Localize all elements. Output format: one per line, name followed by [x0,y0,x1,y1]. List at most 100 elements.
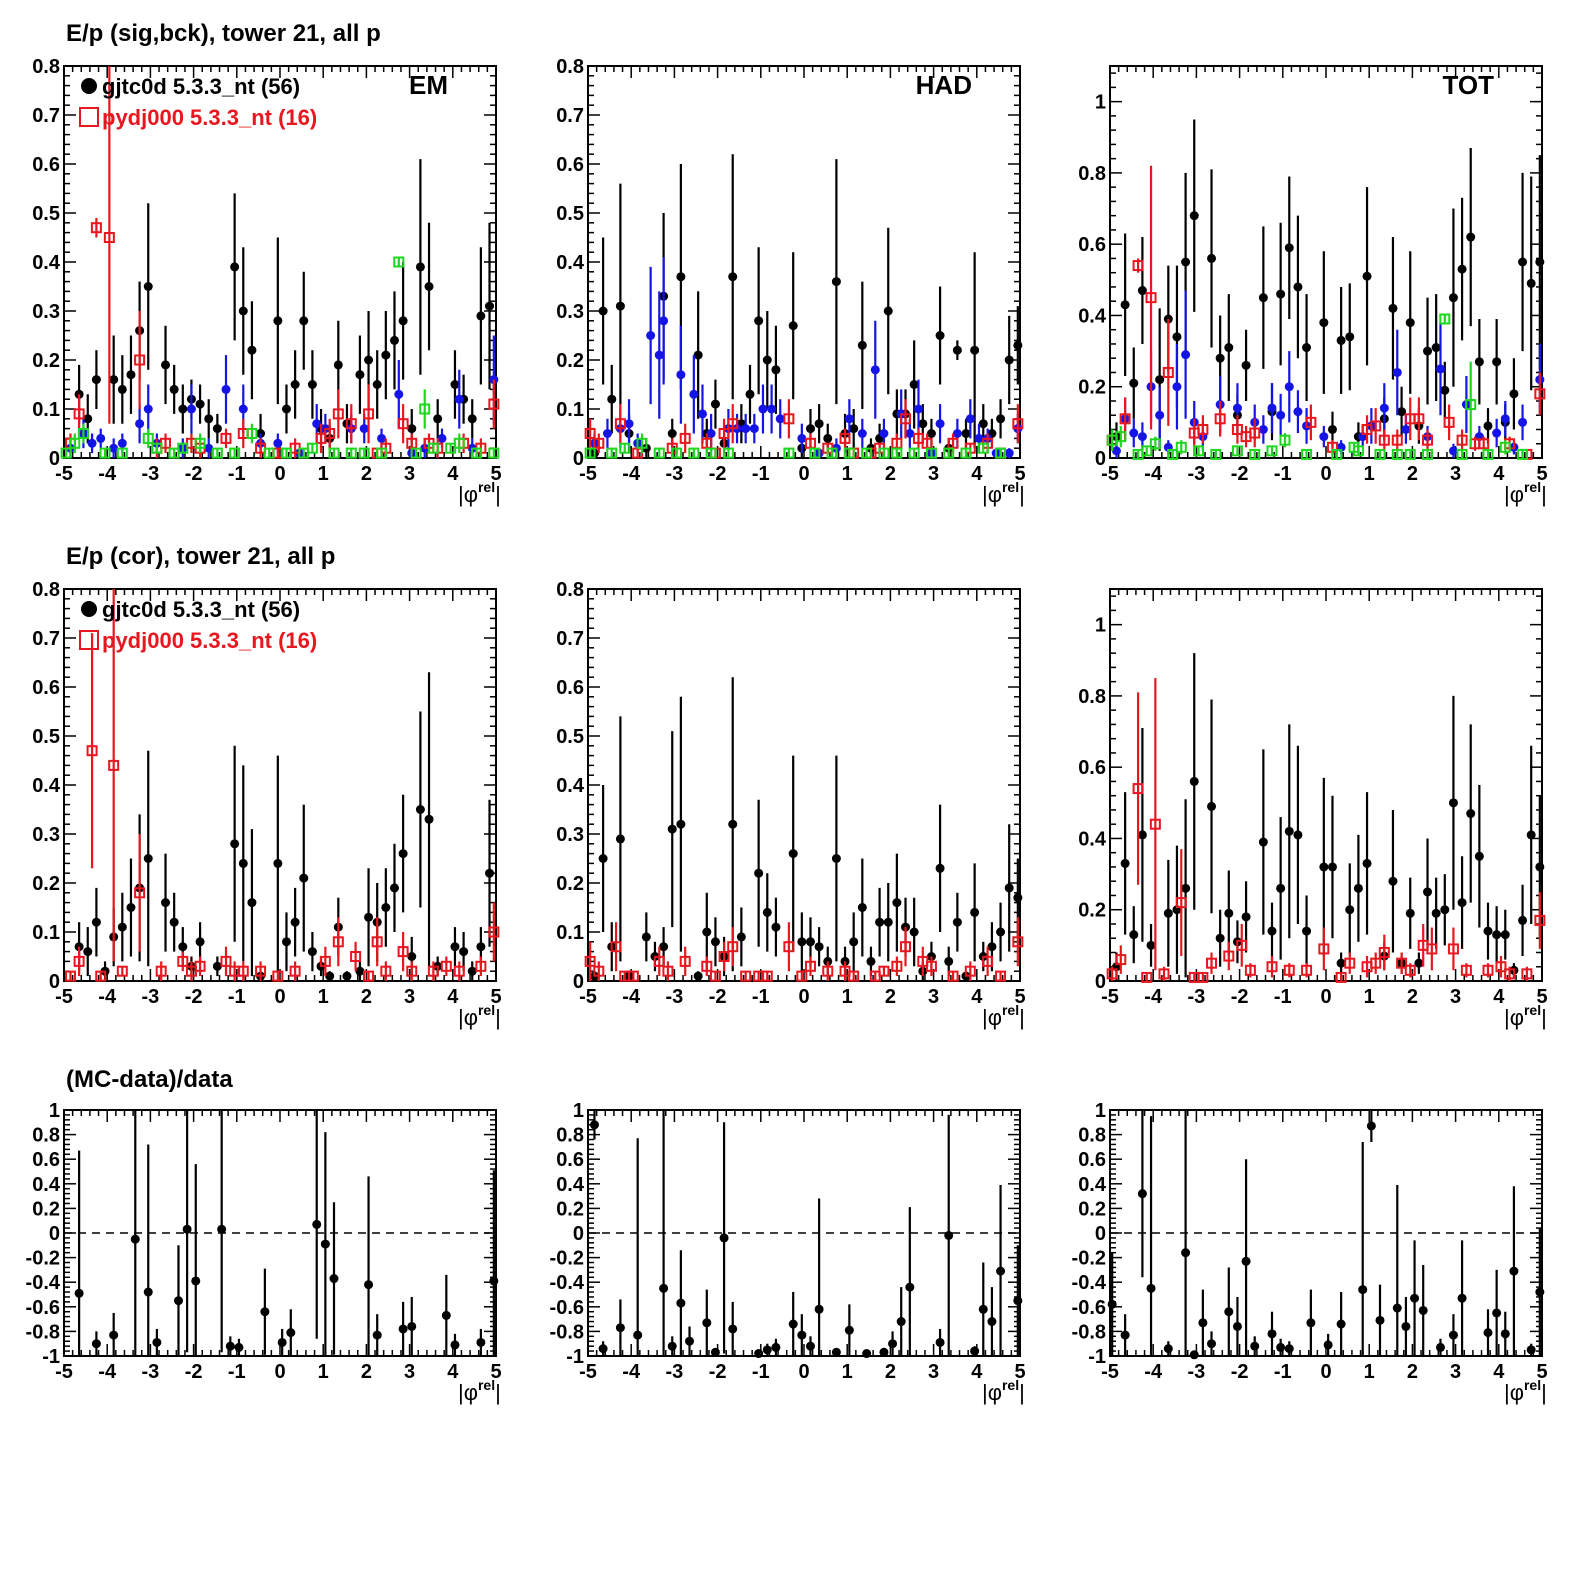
x-tick-label: -1 [228,463,246,485]
y-tick-label: 0.5 [556,203,584,225]
data-point [952,345,962,355]
x-tick-label: 2 [361,1361,372,1383]
y-tick-label: 0.4 [1078,828,1107,850]
x-tick-label: 2 [885,463,896,485]
data-point [1302,926,1312,936]
data-point [624,419,634,429]
data-point [1141,445,1153,457]
data-point [1258,837,1268,847]
data-point [467,414,477,424]
data-point [290,380,300,389]
y-tick-label: -0.6 [1072,1297,1106,1319]
data-point [662,965,674,977]
data-point [1336,335,1346,345]
x-tick-label: -3 [142,986,160,1008]
data-point [1375,1315,1385,1325]
data-point [364,912,374,922]
x-tick-label: -4 [1144,463,1163,485]
data-point [433,414,443,424]
data-point [1414,958,1424,968]
y-tick-label: 0.6 [32,677,60,699]
data-point [398,316,408,326]
data-point [182,1224,192,1234]
data-point [1492,428,1502,438]
data-point [194,437,206,449]
data-point [73,955,85,967]
data-point [1189,211,1199,221]
data-point [978,419,988,429]
data-point [1013,1296,1023,1306]
data-point [964,965,976,977]
data-point [407,424,417,434]
data-point [485,301,495,311]
y-tick-label: 0.8 [556,56,584,78]
data-point [749,424,759,434]
data-point [221,384,231,394]
data-point [230,839,240,849]
data-point [1236,939,1248,951]
x-tick-label: -3 [1188,986,1206,1008]
data-point [1423,887,1433,897]
row-title-cor: E/p (cor), tower 21, all p [66,543,336,570]
x-tick-label: -3 [1188,1361,1206,1383]
series-0 [1111,119,1545,451]
data-point [728,272,738,282]
x-tick-label: 4 [447,463,459,485]
series-1 [1111,290,1545,458]
data-point [238,404,248,414]
data-point [718,951,730,962]
data-point [1207,1339,1217,1349]
data-point [1521,968,1533,980]
data-point [1258,293,1268,303]
data-point [1457,898,1467,908]
data-point [1189,1350,1199,1360]
data-point [410,447,422,459]
y-tick-label: 0.8 [32,1125,60,1147]
x-tick-label: 0 [1320,1361,1331,1383]
data-point [814,419,824,429]
data-point [220,955,232,967]
data-point [767,404,777,414]
data-point [1331,448,1343,460]
data-point [1129,378,1139,388]
data-point [727,418,739,430]
data-point [116,965,128,977]
y-tick-label: 0 [573,1223,584,1245]
y-tick-label: -0.6 [26,1297,60,1319]
y-tick-label: -0.4 [1072,1272,1107,1294]
data-point [177,955,189,967]
y-tick-label: 0.4 [1078,305,1107,327]
x-tick-label: 2 [885,1361,896,1383]
data-point [273,316,283,326]
x-tick-label: -1 [1274,1361,1292,1383]
x-tick-label: -4 [622,1361,641,1383]
data-point [1137,830,1147,840]
data-point [593,437,605,449]
data-point [246,428,258,439]
data-point [996,414,1006,424]
data-point [702,1318,712,1328]
data-point [1155,375,1165,385]
data-point [1504,968,1516,980]
data-point [453,437,465,449]
y-tick-label: 0.2 [32,1198,60,1220]
x-tick-label: 2 [1407,986,1418,1008]
data-point [91,917,101,927]
data-point [719,1233,729,1243]
y-tick-label: 0.6 [556,154,584,176]
x-tick-label: -5 [579,986,597,1008]
data-point [1391,434,1403,446]
x-axis-label: |φrel| [1504,1377,1547,1405]
data-point [359,424,369,434]
data-point [891,960,903,972]
data-point [117,438,127,448]
data-point [1155,410,1165,420]
data-point [406,965,418,977]
data-point [155,965,167,977]
y-tick-label: 0.6 [556,677,584,699]
data-point [659,1283,669,1293]
data-point [1276,289,1286,299]
x-tick-label: 3 [404,463,415,485]
plot-tot_ratio: -5 -4 -3 -2 -1 0 1 2 3 4 5|φrel| -1 -0.8-0.6 -0.4-0.2… [1072,1100,1548,1405]
